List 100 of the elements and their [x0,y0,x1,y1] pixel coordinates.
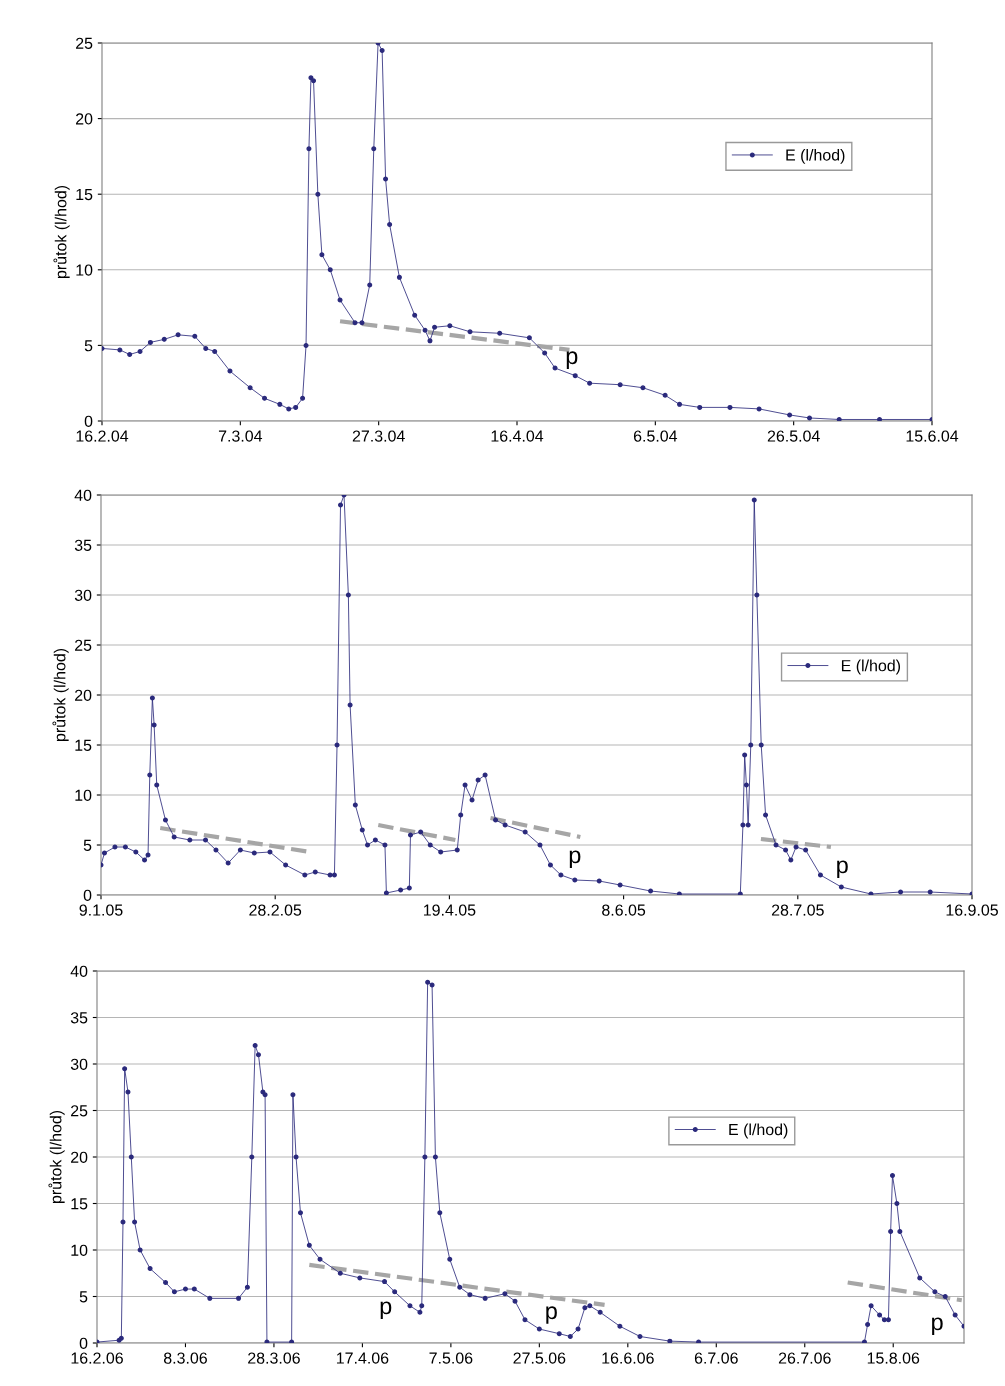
annotation: p [837,860,848,879]
x-tick-label: 16.9.05 [946,904,998,916]
point [412,312,418,318]
y-tick-label: 10 [75,789,92,801]
x-tick-label: 9.1.05 [79,904,123,916]
x-tick-label: 7.3.04 [218,430,263,442]
x-tick-label: 15.8.06 [867,1352,920,1364]
legend-label: E (l/hod) [786,148,845,164]
point [161,336,167,342]
legend-label: E (l/hod) [729,1123,788,1139]
point [697,404,703,410]
y-tick-label: 25 [75,639,92,651]
point [306,146,312,152]
point [359,320,365,326]
point [396,274,402,280]
point [367,282,373,288]
point [756,406,762,412]
y-tick-label: 15 [75,739,92,751]
x-tick-label: 16.6.06 [602,1352,654,1364]
x-tick-label: 26.5.04 [767,430,820,442]
line-series [102,43,932,421]
point [203,345,209,351]
x-tick-label: 17.4.06 [336,1352,389,1364]
y-tick-label: 15 [71,1198,88,1210]
y-axis-title: průtok (l/hod) [53,185,70,279]
y-tick-label: 15 [76,189,93,201]
y-tick-label: 25 [76,37,93,49]
x-tick-label: 7.5.06 [429,1352,473,1364]
point [117,347,123,353]
point [277,401,283,407]
point [640,385,646,391]
annotation: p [380,1301,392,1320]
point [147,339,153,345]
point [293,404,299,410]
point [432,324,438,330]
point [137,348,143,354]
point [677,401,683,407]
x-tick-label: 19.4.05 [423,904,476,916]
point [327,267,333,273]
x-tick-label: 6.7.06 [694,1352,738,1364]
point [127,351,133,357]
y-tick-label: 0 [79,1337,88,1349]
point [572,373,578,379]
point [286,406,292,412]
y-tick-label: 40 [74,489,92,501]
point [587,380,593,386]
point [379,48,385,54]
point [227,368,233,374]
point [807,415,813,421]
point [836,416,842,421]
point [447,323,453,329]
y-tick-label: 5 [84,340,93,352]
point [617,382,623,388]
point [371,146,377,152]
x-tick-label: 16.2.06 [71,1352,123,1364]
x-tick-label: 6.5.04 [633,430,678,442]
point [247,385,253,391]
x-tick-label: 16.2.04 [76,430,129,442]
y-axis-title: průtok (l/hod) [48,1110,65,1204]
point [542,350,548,356]
y-tick-label: 25 [71,1105,88,1117]
y-tick-label: 10 [71,1244,88,1256]
legend-label: E (l/hod) [841,659,901,675]
point [308,75,314,81]
point [467,329,473,335]
point [303,342,309,348]
point [311,78,317,84]
point [192,333,198,339]
point [662,392,668,398]
x-tick-label: 27.5.06 [513,1352,566,1364]
annotation: p [932,1317,943,1336]
point [526,335,532,341]
x-tick-label: 26.7.06 [778,1352,831,1364]
point [315,191,321,197]
y-tick-label: 30 [70,1058,88,1070]
x-tick-label: 15.6.04 [906,430,959,442]
point [319,252,325,258]
y-tick-label: 35 [74,539,92,551]
point [727,404,733,410]
y-tick-label: 20 [71,1151,88,1163]
point [787,412,793,418]
point [387,221,393,227]
y-axis-title: průtok (l/hod) [52,648,69,742]
point [877,416,883,421]
x-tick-label: 8.3.06 [163,1352,207,1364]
y-tick-label: 0 [84,415,93,427]
y-tick-label: 10 [76,264,93,276]
y-tick-label: 5 [79,1291,88,1303]
annotation: p [566,351,578,369]
y-tick-label: 5 [83,839,92,851]
x-tick-label: 8.6.05 [602,904,646,916]
y-tick-label: 40 [70,965,88,977]
x-tick-label: 16.4.04 [491,430,544,442]
y-tick-label: 35 [70,1012,88,1024]
y-tick-label: 20 [75,689,92,701]
annotation: p [569,850,581,869]
y-tick-label: 0 [83,889,92,901]
point [427,338,433,344]
point [300,395,306,401]
x-tick-label: 28.2.05 [249,904,302,916]
